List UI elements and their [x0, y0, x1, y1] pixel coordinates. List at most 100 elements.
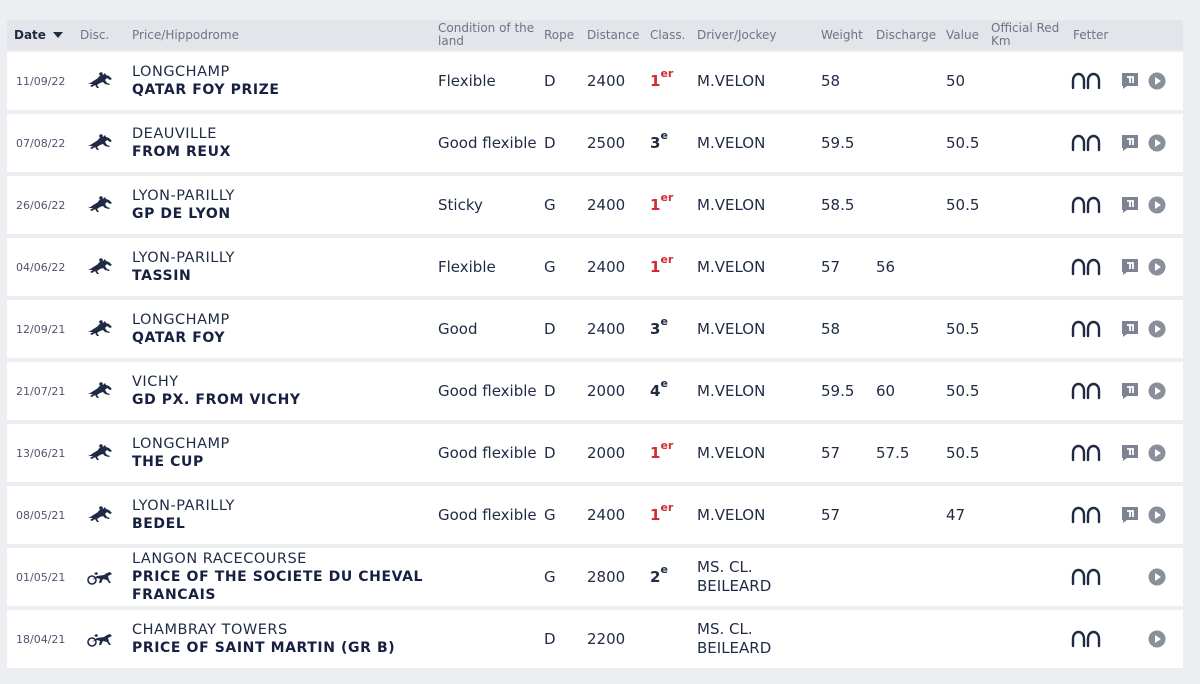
driver-jockey[interactable]: M.VELON — [697, 133, 766, 152]
finish-position: 1 er — [650, 176, 673, 234]
table-row[interactable]: 21/07/21 VICHY GD PX. FROM VICHY Good flexi… — [7, 362, 1183, 420]
sort-by-date-header[interactable]: Date — [14, 20, 63, 50]
table-row[interactable]: 11/09/22 LONGCHAMP QATAR FOY PRIZE Flexible… — [7, 52, 1183, 110]
driver-jockey[interactable]: M.VELON — [697, 319, 766, 338]
carried-weight: 57 — [821, 443, 841, 462]
prize-name[interactable]: TASSIN — [132, 268, 192, 284]
play-icon[interactable] — [1148, 610, 1166, 668]
race-name[interactable]: LONGCHAMP QATAR FOY — [132, 300, 432, 358]
galloping-horse-icon — [86, 486, 114, 544]
driver-jockey[interactable]: M.VELON — [697, 71, 766, 90]
report-icon[interactable] — [1121, 300, 1139, 358]
prize-name[interactable]: GP DE LYON — [132, 206, 231, 222]
race-distance: 2000 — [587, 443, 626, 462]
horseshoe-icon — [1070, 238, 1102, 296]
header-distance: Distance — [587, 27, 640, 42]
driver-jockey[interactable]: M.VELON — [697, 381, 766, 400]
table-row[interactable]: 08/05/21 LYON-PARILLY BEDEL Good flexible G 2… — [7, 486, 1183, 544]
race-name[interactable]: LYON-PARILLY TASSIN — [132, 238, 432, 296]
race-name[interactable]: CHAMBRAY TOWERS PRICE OF SAINT MARTIN (GR… — [132, 610, 432, 668]
table-row[interactable]: 07/08/22 DEAUVILLE FROM REUX Good flexible D… — [7, 114, 1183, 172]
race-name[interactable]: VICHY GD PX. FROM VICHY — [132, 362, 432, 420]
prize-name[interactable]: QATAR FOY PRIZE — [132, 82, 280, 98]
race-date: 04/06/22 — [16, 260, 66, 274]
table-row[interactable]: 13/06/21 LONGCHAMP THE CUP Good flexible D 20… — [7, 424, 1183, 482]
race-distance: 2400 — [587, 505, 626, 524]
play-icon[interactable] — [1148, 52, 1166, 110]
discharge-value: 57.5 — [876, 443, 910, 462]
carried-weight: 58 — [821, 319, 841, 338]
prize-name[interactable]: PRICE OF SAINT MARTIN (GR B) — [132, 640, 396, 656]
driver-jockey[interactable]: M.VELON — [697, 195, 766, 214]
rope-side: G — [544, 567, 556, 586]
race-name[interactable]: LONGCHAMP THE CUP — [132, 424, 432, 482]
race-date: 07/08/22 — [16, 136, 66, 150]
prize-name[interactable]: FROM REUX — [132, 144, 231, 160]
finish-rank-suffix: er — [660, 252, 674, 266]
carried-weight: 57 — [821, 257, 841, 276]
driver-jockey[interactable]: MS. CL. BEILEARD — [697, 620, 772, 657]
rating-value: 50.5 — [946, 381, 980, 400]
table-row[interactable]: 12/09/21 LONGCHAMP QATAR FOY Good D 2400 3 e M.V… — [7, 300, 1183, 358]
finish-rank-suffix: e — [660, 562, 668, 576]
header-official-red-km: Official Red Km — [991, 21, 1060, 48]
driver-jockey[interactable]: M.VELON — [697, 257, 766, 276]
horseshoe-icon — [1070, 362, 1102, 420]
table-header: Date Disc. Price/Hippodrome Condition of… — [7, 20, 1183, 50]
race-name[interactable]: LYON-PARILLY BEDEL — [132, 486, 432, 544]
hippodrome-name: LONGCHAMP — [132, 436, 230, 452]
race-date: 12/09/21 — [16, 322, 66, 336]
report-icon[interactable] — [1121, 114, 1139, 172]
table-row[interactable]: 18/04/21 CHAMBRAY TOWERS PRICE OF SAINT MA… — [7, 610, 1183, 668]
report-icon[interactable] — [1121, 362, 1139, 420]
driver-jockey[interactable]: M.VELON — [697, 505, 766, 524]
report-icon[interactable] — [1121, 486, 1139, 544]
rating-value: 50.5 — [946, 443, 980, 462]
rope-side: G — [544, 195, 556, 214]
play-icon[interactable] — [1148, 486, 1166, 544]
rope-side: D — [544, 381, 556, 400]
prize-name[interactable]: GD PX. FROM VICHY — [132, 392, 301, 408]
table-row[interactable]: 04/06/22 LYON-PARILLY TASSIN Flexible G 2400 1… — [7, 238, 1183, 296]
report-icon[interactable] — [1121, 424, 1139, 482]
land-condition — [438, 610, 538, 668]
sort-down-icon — [52, 32, 63, 38]
finish-rank: 3 — [650, 133, 661, 152]
horseshoe-icon — [1070, 548, 1102, 606]
play-icon[interactable] — [1148, 176, 1166, 234]
race-name[interactable]: LANGON RACECOURSE PRICE OF THE SOCIETE DU… — [132, 548, 432, 606]
play-icon[interactable] — [1148, 424, 1166, 482]
header-price-hippodrome: Price/Hippodrome — [132, 27, 239, 42]
galloping-horse-icon — [86, 52, 114, 110]
land-condition: Sticky — [438, 195, 483, 214]
race-name[interactable]: LYON-PARILLY GP DE LYON — [132, 176, 432, 234]
carried-weight: 59.5 — [821, 133, 855, 152]
race-distance: 2400 — [587, 71, 626, 90]
race-date: 08/05/21 — [16, 508, 66, 522]
play-icon[interactable] — [1148, 114, 1166, 172]
prize-name[interactable]: QATAR FOY — [132, 330, 226, 346]
report-icon[interactable] — [1121, 52, 1139, 110]
driver-jockey[interactable]: MS. CL. BEILEARD — [697, 558, 772, 595]
race-name[interactable]: DEAUVILLE FROM REUX — [132, 114, 432, 172]
play-icon[interactable] — [1148, 300, 1166, 358]
prize-name[interactable]: PRICE OF THE SOCIETE DU CHEVAL FRANCAIS — [132, 569, 424, 603]
galloping-horse-icon — [86, 114, 114, 172]
table-row[interactable]: 01/05/21 LANGON RACECOURSE PRICE OF THE SO… — [7, 548, 1183, 606]
play-icon[interactable] — [1148, 548, 1166, 606]
prize-name[interactable]: BEDEL — [132, 516, 186, 532]
table-row[interactable]: 26/06/22 LYON-PARILLY GP DE LYON Sticky G 240… — [7, 176, 1183, 234]
driver-jockey[interactable]: M.VELON — [697, 443, 766, 462]
prize-name[interactable]: THE CUP — [132, 454, 204, 470]
play-icon[interactable] — [1148, 238, 1166, 296]
report-icon[interactable] — [1121, 238, 1139, 296]
galloping-horse-icon — [86, 238, 114, 296]
carried-weight: 58 — [821, 71, 841, 90]
report-icon[interactable] — [1121, 176, 1139, 234]
rope-side: D — [544, 443, 556, 462]
play-icon[interactable] — [1148, 362, 1166, 420]
hippodrome-name: LYON-PARILLY — [132, 188, 235, 204]
race-name[interactable]: LONGCHAMP QATAR FOY PRIZE — [132, 52, 432, 110]
trotting-sulky-icon — [86, 610, 114, 668]
